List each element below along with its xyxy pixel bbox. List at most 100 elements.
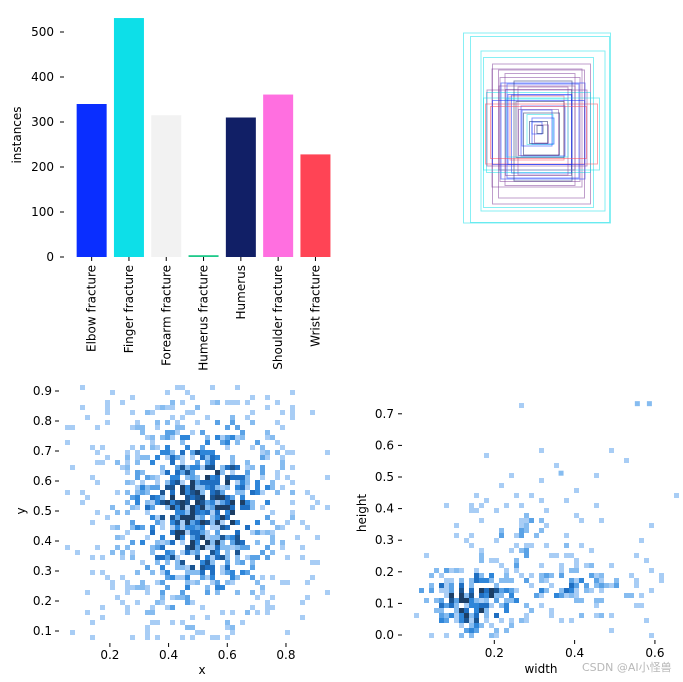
heat-cell <box>65 545 70 550</box>
heat-cell <box>599 613 604 618</box>
heat-cell <box>434 598 439 603</box>
heat-cell <box>130 555 135 560</box>
heat-cell <box>190 470 195 475</box>
heat-cell <box>185 510 190 515</box>
heat-cell <box>275 475 280 480</box>
heat-cell <box>559 563 564 568</box>
heat-cell <box>644 558 649 563</box>
heat-cell <box>195 500 200 505</box>
heat-cell <box>165 420 170 425</box>
bounding-box <box>529 121 548 144</box>
wh-y-tick-label: 0.4 <box>375 502 394 516</box>
heat-cell <box>509 618 514 623</box>
heat-cell <box>474 623 479 628</box>
heat-cell <box>145 610 150 615</box>
xy-histogram-heatmap: 0.2 0.4 0.6 0.80.10.20.30.40.50.60.70.80.9 … <box>14 384 330 677</box>
heat-cell <box>459 633 464 638</box>
heat-cell <box>609 448 614 453</box>
heat-cell <box>484 613 489 618</box>
heat-cell <box>514 543 519 548</box>
heat-cell <box>225 465 230 470</box>
heat-cell <box>235 530 240 535</box>
heat-cell <box>509 588 514 593</box>
heat-cell <box>235 535 240 540</box>
heat-cell <box>180 530 185 535</box>
heat-cell <box>185 625 190 630</box>
heat-cell <box>170 400 175 405</box>
heat-cell <box>130 635 135 640</box>
heat-cell <box>180 550 185 555</box>
heat-cell <box>449 598 454 603</box>
heat-cell <box>195 545 200 550</box>
heat-cell <box>250 500 255 505</box>
heat-cell <box>145 585 150 590</box>
heat-cell <box>155 515 160 520</box>
heat-cell <box>155 520 160 525</box>
heat-cell <box>260 450 265 455</box>
heat-cell <box>474 493 479 498</box>
heat-cell <box>235 560 240 565</box>
heat-cell <box>170 490 175 495</box>
heat-cell <box>624 593 629 598</box>
heat-cell <box>210 480 215 485</box>
heat-cell <box>200 430 205 435</box>
heat-cell <box>250 465 255 470</box>
heat-cell <box>225 635 230 640</box>
heat-cell <box>125 490 130 495</box>
heat-cell <box>145 510 150 515</box>
heat-cell <box>499 533 504 538</box>
heat-cell <box>459 598 464 603</box>
heat-cell <box>325 590 330 595</box>
xy-x-tick-label: 0.8 <box>276 648 295 662</box>
watermark: CSDN @AI小怪兽 <box>582 660 672 674</box>
heat-cell <box>674 493 679 498</box>
heat-cell <box>215 585 220 590</box>
heat-cell <box>489 588 494 593</box>
heat-cell <box>185 475 190 480</box>
heat-cell <box>509 473 514 478</box>
heat-cell <box>634 583 639 588</box>
heat-cell <box>185 570 190 575</box>
heat-cell <box>205 455 210 460</box>
heat-cell <box>200 565 205 570</box>
heat-cell <box>539 518 544 523</box>
heat-cell <box>260 470 265 475</box>
heat-cell <box>195 405 200 410</box>
heat-cell <box>180 510 185 515</box>
heat-cell <box>230 455 235 460</box>
heat-cell <box>130 425 135 430</box>
heat-cell <box>165 445 170 450</box>
heat-cell <box>325 475 330 480</box>
heat-cell <box>504 608 509 613</box>
heat-cell <box>135 475 140 480</box>
heat-cell <box>180 450 185 455</box>
heat-cell <box>215 420 220 425</box>
heat-cell <box>125 455 130 460</box>
heat-cell <box>569 578 574 583</box>
bounding-box <box>498 85 576 171</box>
heat-cell <box>180 485 185 490</box>
heat-cell <box>529 518 534 523</box>
heat-cell <box>230 505 235 510</box>
heat-cell <box>504 578 509 583</box>
heat-cell <box>145 635 150 640</box>
heat-cell <box>205 590 210 595</box>
heat-cell <box>245 545 250 550</box>
heat-cell <box>225 625 230 630</box>
heat-cell <box>200 510 205 515</box>
heat-cell <box>499 588 504 593</box>
heat-cell <box>135 420 140 425</box>
heat-cell <box>135 505 140 510</box>
heat-cell <box>300 545 305 550</box>
heat-cell <box>160 540 165 545</box>
heat-cell <box>634 401 640 407</box>
heat-cell <box>90 520 95 525</box>
bounding-box <box>485 103 598 165</box>
wh-y-tick-label: 0.2 <box>375 565 394 579</box>
heat-cell <box>170 620 175 625</box>
heat-cell <box>165 570 170 575</box>
heat-cell <box>240 485 245 490</box>
heat-cell <box>549 553 554 558</box>
heat-cell <box>205 465 210 470</box>
